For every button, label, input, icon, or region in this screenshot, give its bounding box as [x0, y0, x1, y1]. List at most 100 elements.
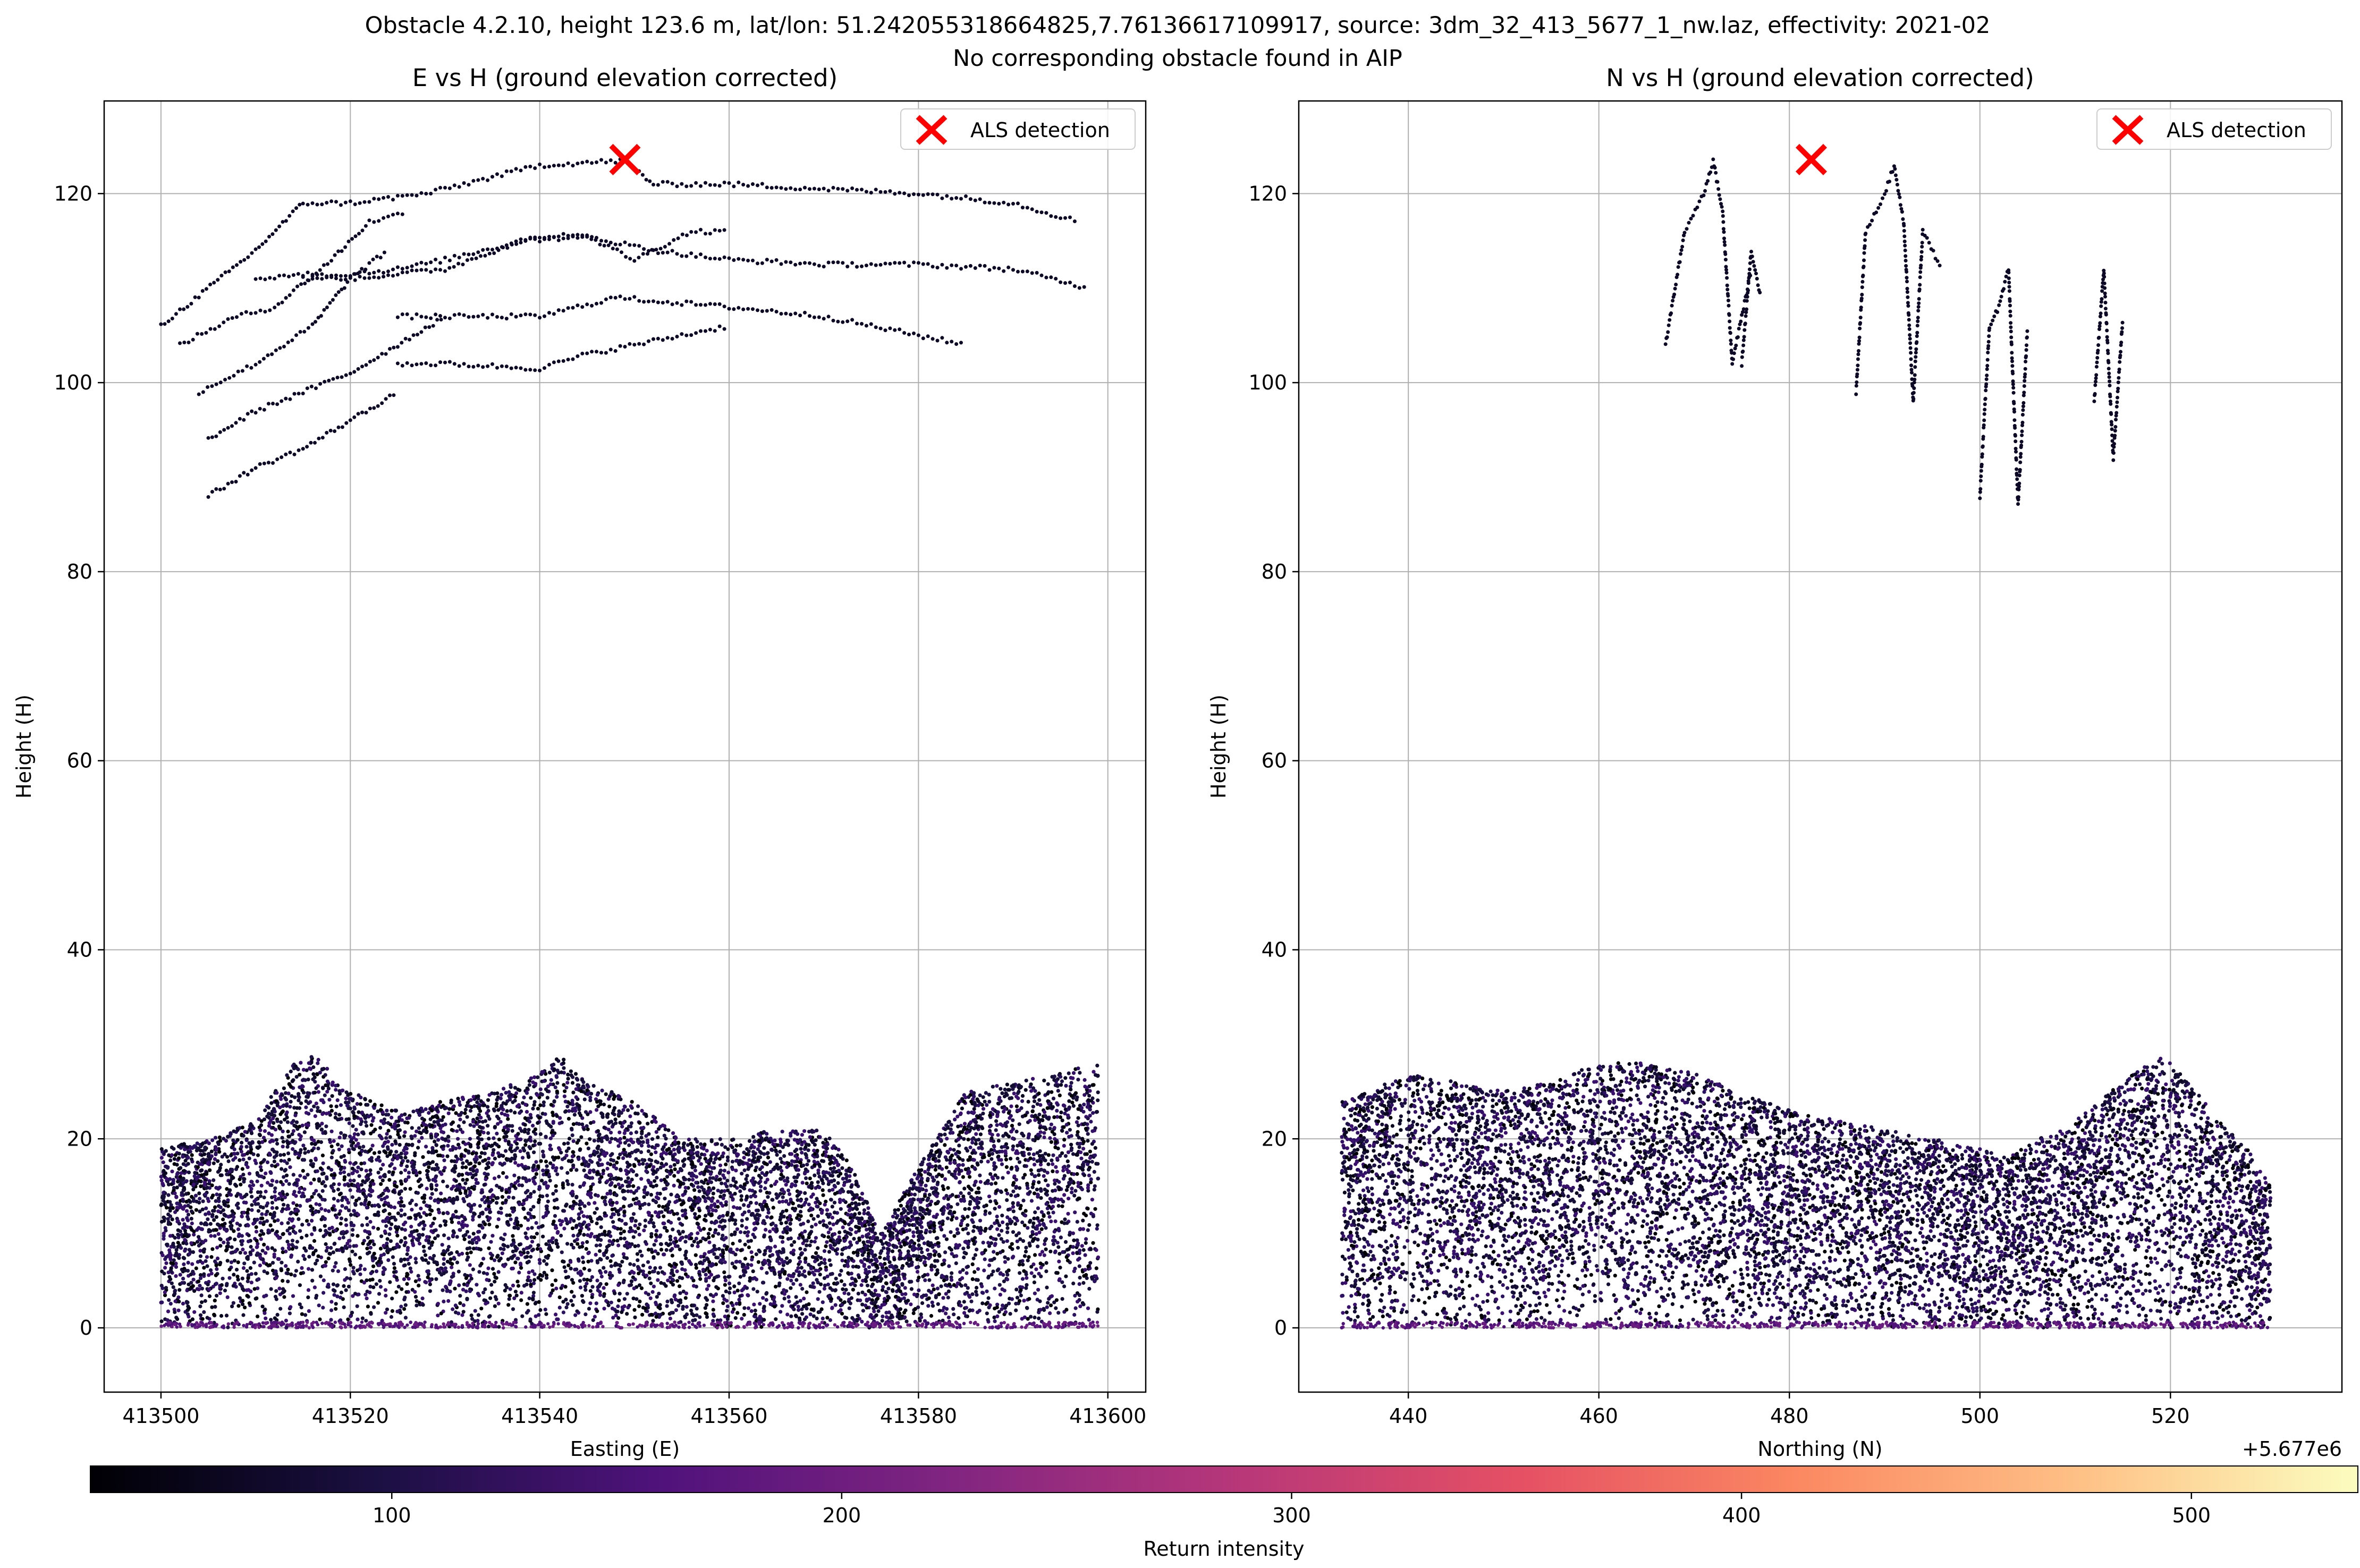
canopy-point — [799, 1199, 803, 1203]
canopy-point — [605, 1166, 610, 1171]
canopy-point — [342, 1305, 346, 1309]
canopy-point — [376, 1210, 380, 1215]
canopy-point — [639, 1143, 644, 1148]
canopy-point — [468, 1137, 472, 1141]
canopy-point — [185, 1216, 189, 1220]
canopy-point — [282, 1152, 286, 1157]
canopy-point — [844, 1245, 848, 1250]
canopy-point — [214, 1185, 218, 1190]
canopy-point — [654, 1150, 658, 1155]
canopy-point — [478, 1247, 483, 1252]
canopy-point — [724, 1200, 728, 1204]
canopy-point — [465, 1283, 469, 1287]
canopy-point — [629, 1121, 633, 1125]
canopy-point — [174, 1265, 179, 1269]
canopy-point — [1069, 1081, 1073, 1085]
canopy-point — [453, 1286, 457, 1291]
canopy-point — [252, 1287, 257, 1291]
canopy-point — [441, 1179, 445, 1184]
canopy-point — [532, 1075, 537, 1079]
canopy-point — [253, 1202, 258, 1206]
canopy-point — [268, 1170, 273, 1174]
canopy-point — [788, 1259, 792, 1263]
canopy-point — [705, 1298, 709, 1302]
canopy-point — [427, 1246, 432, 1250]
canopy-point — [684, 1304, 689, 1309]
canopy-point — [590, 1275, 594, 1279]
canopy-point — [183, 1158, 188, 1163]
canopy-point — [1014, 1301, 1018, 1306]
canopy-point — [1073, 1293, 1077, 1298]
canopy-point — [442, 1262, 446, 1266]
canopy-point — [803, 1152, 808, 1156]
canopy-point — [291, 1129, 296, 1133]
canopy-point — [855, 1241, 859, 1245]
canopy-point — [320, 1122, 324, 1126]
canopy-point — [244, 1138, 249, 1142]
canopy-point — [1041, 1222, 1045, 1226]
canopy-point — [635, 1252, 639, 1256]
canopy-point — [876, 1309, 881, 1313]
canopy-point — [562, 1083, 566, 1087]
canopy-point — [170, 1281, 174, 1285]
canopy-point — [1008, 1116, 1012, 1120]
canopy-point — [860, 1290, 865, 1294]
canopy-point — [1049, 1219, 1053, 1224]
canopy-point — [306, 1078, 310, 1082]
canopy-point — [507, 1189, 512, 1193]
canopy-point — [200, 1286, 204, 1291]
canopy-point — [525, 1236, 529, 1240]
canopy-point — [529, 1255, 533, 1259]
canopy-point — [225, 1155, 230, 1159]
canopy-point — [368, 1168, 373, 1173]
canopy-point — [1063, 1240, 1068, 1244]
canopy-point — [348, 1188, 352, 1192]
canopy-point — [498, 1247, 503, 1251]
canopy-point — [514, 1091, 519, 1096]
canopy-point — [1088, 1104, 1093, 1108]
canopy-point — [298, 1073, 302, 1077]
canopy-point — [574, 1267, 579, 1272]
canopy-point — [763, 1186, 767, 1191]
canopy-point — [390, 1108, 394, 1113]
canopy-point — [1082, 1103, 1086, 1107]
canopy-point — [923, 1194, 927, 1198]
canopy-point — [865, 1201, 869, 1205]
canopy-point — [974, 1278, 978, 1282]
canopy-point — [455, 1197, 460, 1201]
canopy-point — [312, 1226, 317, 1230]
canopy-point — [465, 1230, 470, 1234]
canopy-point — [633, 1219, 638, 1223]
canopy-point — [269, 1287, 273, 1291]
canopy-point — [562, 1066, 566, 1070]
canopy-point — [722, 1297, 726, 1301]
canopy-points — [159, 1055, 1101, 1330]
canopy-point — [576, 1242, 580, 1246]
canopy-point — [544, 1210, 548, 1215]
canopy-point — [550, 1268, 554, 1273]
canopy-point — [479, 1115, 483, 1120]
canopy-point — [1017, 1108, 1021, 1113]
canopy-point — [810, 1270, 815, 1275]
canopy-point — [757, 1181, 761, 1185]
canopy-point — [563, 1089, 567, 1094]
canopy-point — [602, 1103, 606, 1107]
canopy-point — [379, 1182, 383, 1186]
canopy-point — [477, 1120, 481, 1124]
canopy-point — [502, 1247, 506, 1251]
canopy-point — [258, 1128, 263, 1132]
canopy-point — [259, 1123, 264, 1128]
canopy-point — [309, 1108, 314, 1112]
canopy-point — [376, 1171, 380, 1175]
canopy-point — [1058, 1277, 1062, 1281]
canopy-point — [373, 1213, 377, 1217]
canopy-point — [817, 1290, 822, 1294]
canopy-point — [536, 1106, 540, 1111]
canopy-point — [247, 1301, 251, 1306]
canopy-point — [335, 1098, 340, 1103]
canopy-point — [285, 1120, 290, 1124]
canopy-point — [987, 1150, 991, 1155]
canopy-point — [237, 1232, 241, 1236]
canopy-point — [600, 1163, 604, 1167]
